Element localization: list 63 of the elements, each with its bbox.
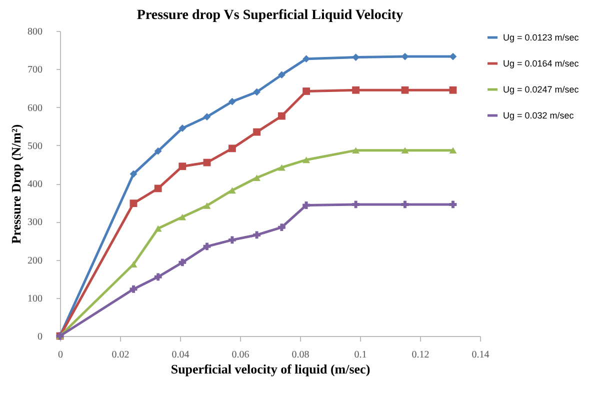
legend-label: Ug = 0.0164 m/sec [503, 58, 580, 68]
y-tick-label: 600 [28, 102, 42, 114]
point [302, 156, 310, 164]
point [278, 224, 286, 232]
point [401, 52, 409, 60]
point [449, 52, 457, 60]
point [401, 200, 409, 208]
point [130, 200, 138, 208]
point [178, 162, 186, 170]
chart-title: Pressure drop Vs Superficial Liquid Velocity [136, 8, 404, 23]
point [253, 231, 261, 239]
x-tick-label: 0 [58, 350, 63, 360]
legend-label: Ug = 0.0123 m/sec [503, 32, 580, 42]
point [278, 71, 286, 79]
x-tick-label: 0.04 [172, 350, 190, 360]
point [449, 86, 457, 94]
point [352, 86, 360, 94]
point [449, 200, 457, 208]
point [154, 225, 162, 232]
point [228, 144, 236, 152]
point [253, 88, 261, 96]
point [278, 112, 286, 120]
y-tick-label: 800 [28, 26, 42, 38]
point [228, 187, 236, 194]
x-tick-label: 0.06 [232, 350, 250, 360]
x-tick-label: 0.08 [292, 350, 310, 360]
point [401, 147, 409, 154]
point [178, 258, 186, 266]
legend-label: Ug = 0.0247 m/sec [503, 84, 580, 94]
point [302, 88, 310, 95]
y-tick-label: 200 [28, 255, 42, 266]
point [154, 273, 162, 281]
point [253, 128, 261, 136]
point [449, 147, 457, 154]
x-tick-label: 0.14 [472, 350, 490, 360]
x-tick-label: 0.1 [354, 350, 367, 360]
x-axis-title: Superficial velocity of liquid (m/sec) [170, 362, 370, 376]
y-tick-label: 100 [28, 293, 42, 304]
y-tick-label: 500 [28, 140, 42, 152]
point [302, 202, 310, 209]
y-tick-label: 400 [28, 179, 42, 190]
point [352, 200, 360, 208]
y-tick-label: 0 [38, 332, 42, 342]
x-tick-label: 0.02 [112, 350, 130, 360]
y-tick-label: 700 [28, 64, 42, 76]
point [130, 170, 138, 178]
point [352, 147, 360, 154]
point [228, 236, 236, 244]
x-tick-label: 0.12 [412, 350, 430, 360]
point [178, 124, 186, 132]
point [203, 202, 211, 209]
point [278, 164, 286, 171]
point [401, 86, 409, 94]
point [154, 147, 162, 155]
point [253, 174, 261, 181]
point [203, 242, 211, 250]
y-tick-label: 300 [28, 217, 42, 228]
point [130, 285, 138, 293]
point [154, 184, 162, 192]
legend-label: Ug = 0.032 m/sec [503, 110, 574, 120]
point [228, 98, 236, 106]
y-axis-title: Pressure Drop (N/m²) [8, 124, 24, 244]
point [178, 214, 186, 220]
